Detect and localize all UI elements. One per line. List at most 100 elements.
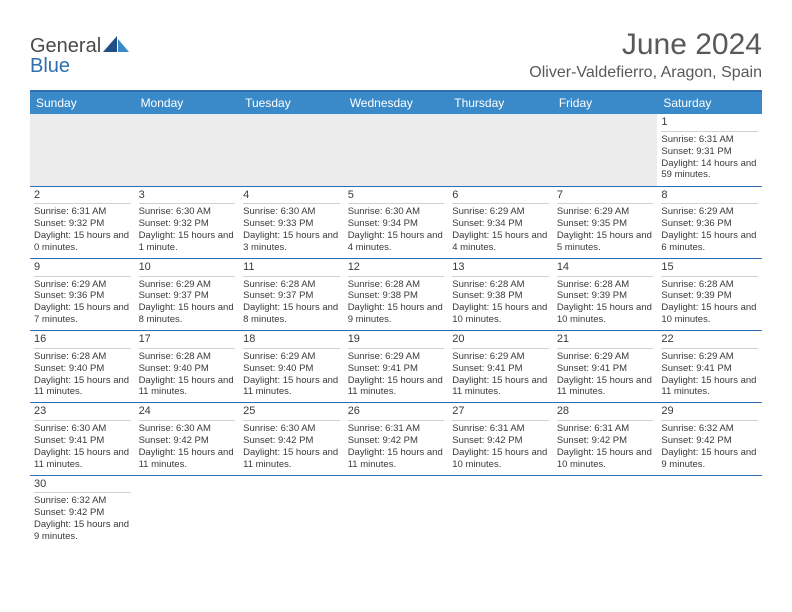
day-number: 8	[661, 189, 758, 205]
sunset-line: Sunset: 9:41 PM	[34, 435, 131, 447]
sunrise-line: Sunrise: 6:28 AM	[243, 279, 340, 291]
daylight-line: Daylight: 15 hours and 11 minutes.	[661, 375, 758, 399]
calendar-cell: 16Sunrise: 6:28 AMSunset: 9:40 PMDayligh…	[30, 331, 135, 403]
day-number: 17	[139, 333, 236, 349]
brand-logo: GeneralBlue	[30, 28, 129, 76]
daylight-line: Daylight: 15 hours and 3 minutes.	[243, 230, 340, 254]
sunset-line: Sunset: 9:31 PM	[661, 146, 758, 158]
daylight-line: Daylight: 15 hours and 11 minutes.	[348, 375, 445, 399]
calendar-cell: 14Sunrise: 6:28 AMSunset: 9:39 PMDayligh…	[553, 258, 658, 330]
calendar-week: 16Sunrise: 6:28 AMSunset: 9:40 PMDayligh…	[30, 331, 762, 403]
daylight-line: Daylight: 15 hours and 10 minutes.	[557, 302, 654, 326]
sunrise-line: Sunrise: 6:30 AM	[243, 423, 340, 435]
calendar-cell	[553, 475, 658, 547]
sunrise-line: Sunrise: 6:28 AM	[661, 279, 758, 291]
calendar-cell	[30, 114, 135, 186]
daylight-line: Daylight: 15 hours and 4 minutes.	[348, 230, 445, 254]
calendar-cell: 6Sunrise: 6:29 AMSunset: 9:34 PMDaylight…	[448, 186, 553, 258]
calendar-week: 23Sunrise: 6:30 AMSunset: 9:41 PMDayligh…	[30, 403, 762, 475]
day-number: 27	[452, 405, 549, 421]
calendar-cell: 4Sunrise: 6:30 AMSunset: 9:33 PMDaylight…	[239, 186, 344, 258]
sunrise-line: Sunrise: 6:29 AM	[243, 351, 340, 363]
brand-name-accent: Blue	[30, 55, 70, 77]
sunrise-line: Sunrise: 6:28 AM	[557, 279, 654, 291]
sunset-line: Sunset: 9:42 PM	[139, 435, 236, 447]
day-header: Monday	[135, 91, 240, 114]
daylight-line: Daylight: 15 hours and 10 minutes.	[557, 447, 654, 471]
sunrise-line: Sunrise: 6:28 AM	[348, 279, 445, 291]
daylight-line: Daylight: 15 hours and 5 minutes.	[557, 230, 654, 254]
day-number: 22	[661, 333, 758, 349]
calendar-week: 2Sunrise: 6:31 AMSunset: 9:32 PMDaylight…	[30, 186, 762, 258]
calendar-cell: 23Sunrise: 6:30 AMSunset: 9:41 PMDayligh…	[30, 403, 135, 475]
calendar-week: 30Sunrise: 6:32 AMSunset: 9:42 PMDayligh…	[30, 475, 762, 547]
calendar-cell: 19Sunrise: 6:29 AMSunset: 9:41 PMDayligh…	[344, 331, 449, 403]
sunset-line: Sunset: 9:41 PM	[661, 363, 758, 375]
day-header: Thursday	[448, 91, 553, 114]
daylight-line: Daylight: 15 hours and 11 minutes.	[348, 447, 445, 471]
sunrise-line: Sunrise: 6:29 AM	[452, 206, 549, 218]
sunset-line: Sunset: 9:39 PM	[557, 290, 654, 302]
day-number: 21	[557, 333, 654, 349]
daylight-line: Daylight: 15 hours and 10 minutes.	[452, 302, 549, 326]
day-number: 4	[243, 189, 340, 205]
daylight-line: Daylight: 15 hours and 0 minutes.	[34, 230, 131, 254]
calendar-table: SundayMondayTuesdayWednesdayThursdayFrid…	[30, 90, 762, 547]
sunset-line: Sunset: 9:42 PM	[452, 435, 549, 447]
daylight-line: Daylight: 15 hours and 1 minute.	[139, 230, 236, 254]
daylight-line: Daylight: 15 hours and 7 minutes.	[34, 302, 131, 326]
daylight-line: Daylight: 15 hours and 9 minutes.	[661, 447, 758, 471]
sunrise-line: Sunrise: 6:30 AM	[139, 423, 236, 435]
sunrise-line: Sunrise: 6:31 AM	[452, 423, 549, 435]
sunset-line: Sunset: 9:36 PM	[661, 218, 758, 230]
calendar-cell	[135, 475, 240, 547]
calendar-body: 1Sunrise: 6:31 AMSunset: 9:31 PMDaylight…	[30, 114, 762, 547]
brand-name: GeneralBlue	[30, 36, 129, 76]
sunrise-line: Sunrise: 6:29 AM	[557, 206, 654, 218]
sunset-line: Sunset: 9:42 PM	[557, 435, 654, 447]
sunrise-line: Sunrise: 6:28 AM	[452, 279, 549, 291]
day-number: 20	[452, 333, 549, 349]
sunset-line: Sunset: 9:40 PM	[139, 363, 236, 375]
calendar-header-row: SundayMondayTuesdayWednesdayThursdayFrid…	[30, 91, 762, 114]
daylight-line: Daylight: 15 hours and 10 minutes.	[661, 302, 758, 326]
day-number: 12	[348, 261, 445, 277]
calendar-cell	[239, 114, 344, 186]
sunset-line: Sunset: 9:32 PM	[139, 218, 236, 230]
sunrise-line: Sunrise: 6:31 AM	[348, 423, 445, 435]
header: GeneralBlue June 2024 Oliver-Valdefierro…	[30, 28, 762, 82]
day-number: 30	[34, 478, 131, 494]
day-number: 10	[139, 261, 236, 277]
sunset-line: Sunset: 9:32 PM	[34, 218, 131, 230]
sunset-line: Sunset: 9:40 PM	[34, 363, 131, 375]
calendar-cell	[135, 114, 240, 186]
calendar-cell: 24Sunrise: 6:30 AMSunset: 9:42 PMDayligh…	[135, 403, 240, 475]
sunrise-line: Sunrise: 6:32 AM	[34, 495, 131, 507]
daylight-line: Daylight: 15 hours and 11 minutes.	[243, 375, 340, 399]
sunset-line: Sunset: 9:41 PM	[557, 363, 654, 375]
sunrise-line: Sunrise: 6:29 AM	[139, 279, 236, 291]
daylight-line: Daylight: 15 hours and 11 minutes.	[139, 375, 236, 399]
daylight-line: Daylight: 15 hours and 4 minutes.	[452, 230, 549, 254]
daylight-line: Daylight: 14 hours and 59 minutes.	[661, 158, 758, 182]
calendar-cell: 3Sunrise: 6:30 AMSunset: 9:32 PMDaylight…	[135, 186, 240, 258]
day-number: 7	[557, 189, 654, 205]
day-number: 18	[243, 333, 340, 349]
sunset-line: Sunset: 9:34 PM	[348, 218, 445, 230]
calendar-cell: 30Sunrise: 6:32 AMSunset: 9:42 PMDayligh…	[30, 475, 135, 547]
day-header: Tuesday	[239, 91, 344, 114]
sunrise-line: Sunrise: 6:31 AM	[557, 423, 654, 435]
day-number: 16	[34, 333, 131, 349]
sunset-line: Sunset: 9:35 PM	[557, 218, 654, 230]
sunrise-line: Sunrise: 6:29 AM	[348, 351, 445, 363]
calendar-cell: 5Sunrise: 6:30 AMSunset: 9:34 PMDaylight…	[344, 186, 449, 258]
sunrise-line: Sunrise: 6:29 AM	[557, 351, 654, 363]
sunset-line: Sunset: 9:34 PM	[452, 218, 549, 230]
day-number: 24	[139, 405, 236, 421]
day-number: 13	[452, 261, 549, 277]
day-number: 28	[557, 405, 654, 421]
sunrise-line: Sunrise: 6:29 AM	[661, 206, 758, 218]
calendar-cell: 8Sunrise: 6:29 AMSunset: 9:36 PMDaylight…	[657, 186, 762, 258]
day-header: Sunday	[30, 91, 135, 114]
month-title: June 2024	[529, 28, 762, 62]
